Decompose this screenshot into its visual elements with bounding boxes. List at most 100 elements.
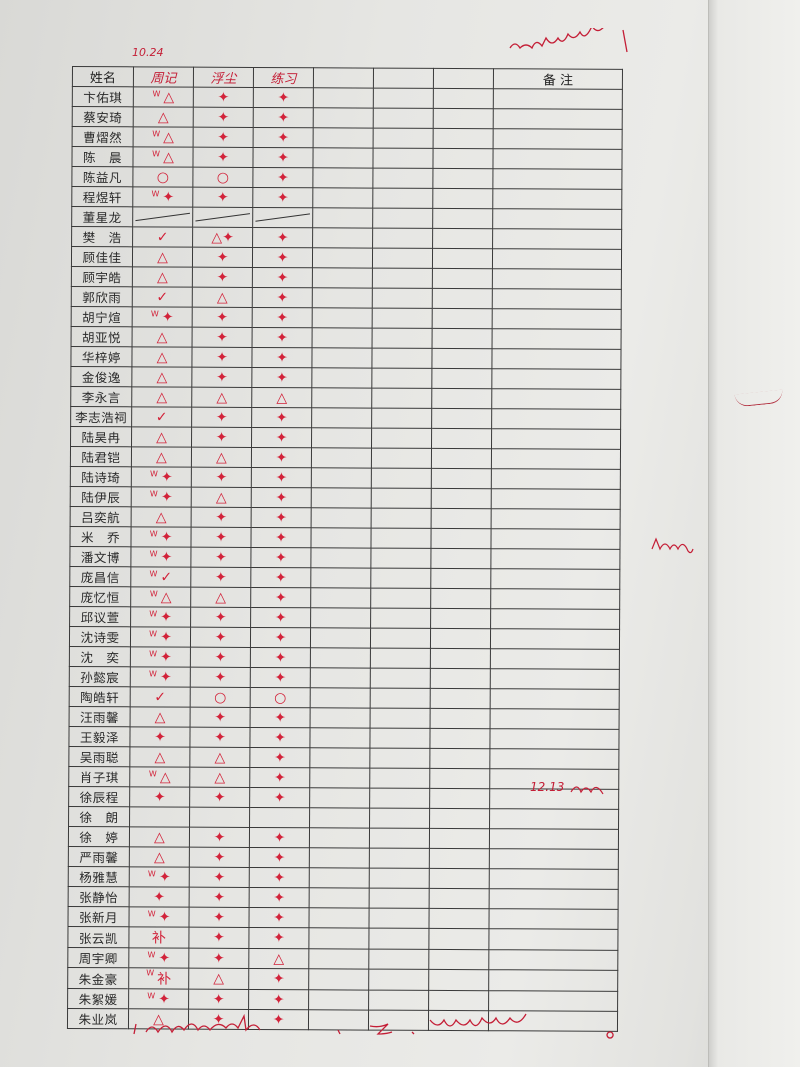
- student-name: 陆诗琦: [70, 466, 132, 487]
- student-name: 张静怡: [68, 886, 130, 907]
- tri-mark-icon: △: [153, 848, 165, 865]
- mark-cell: ✦: [253, 127, 314, 148]
- circle-mark-icon: ○: [274, 689, 287, 706]
- mark-cell: [309, 727, 371, 749]
- student-name: 李志浩祠: [70, 406, 132, 427]
- remark-cell: [493, 108, 623, 130]
- mark-cell: [432, 168, 493, 189]
- student-name: 顾宇皓: [71, 266, 133, 287]
- remark-cell: [492, 308, 622, 330]
- mark-cell: ✦: [192, 147, 254, 168]
- mark-cell: W ✦: [130, 546, 191, 568]
- mark-cell: [371, 388, 432, 409]
- student-name: 陶皓轩: [69, 686, 131, 707]
- student-name: 潘文博: [69, 546, 131, 567]
- tri-mark-icon: △: [211, 229, 223, 246]
- w-mark: W: [148, 768, 157, 778]
- mark-cell: ✦: [190, 707, 251, 728]
- star-mark-icon: ✦: [274, 569, 287, 586]
- student-name: 徐 朗: [68, 806, 130, 827]
- star-mark-icon: ✦: [215, 429, 228, 446]
- tri-mark-icon: △: [156, 388, 168, 406]
- mark-cell: ✦: [250, 607, 311, 628]
- star-mark-icon: ✦: [215, 509, 228, 526]
- tri-mark-icon: △: [214, 749, 226, 766]
- tri-mark-icon: △: [276, 389, 288, 406]
- star-mark-icon: ✦: [276, 289, 289, 306]
- mark-cell: [429, 828, 490, 849]
- mark-cell: ✦: [252, 227, 313, 248]
- w-mark: W: [149, 528, 158, 538]
- mark-cell: ✦: [249, 827, 310, 848]
- student-name: 吴雨聪: [68, 746, 130, 767]
- mark-cell: W ✦: [128, 947, 189, 969]
- star-mark-icon: ✦: [274, 589, 287, 606]
- mark-cell: ✦: [189, 887, 250, 908]
- mark-cell: △: [130, 706, 191, 728]
- remark-note: 12.13: [530, 780, 565, 794]
- mark-cell: ✦: [192, 307, 253, 328]
- handwritten-side-note: [651, 537, 694, 554]
- mark-cell: [308, 907, 370, 929]
- mark-cell: △: [131, 386, 192, 408]
- star-mark-icon: ✦: [216, 309, 229, 326]
- mark-cell: [430, 548, 491, 569]
- mark-cell: [369, 828, 430, 849]
- mark-cell: [310, 567, 371, 589]
- tri-mark-icon: △: [154, 828, 165, 845]
- student-name: 杨雅慧: [68, 866, 130, 887]
- mark-cell: [311, 427, 372, 449]
- star-mark-icon: ✦: [158, 868, 171, 886]
- remark-cell: [491, 428, 621, 450]
- star-mark-icon: ✦: [158, 949, 171, 967]
- mark-cell: ✦: [188, 927, 249, 949]
- mark-cell: [373, 128, 434, 149]
- student-name: 严雨馨: [68, 846, 130, 867]
- mark-cell: [249, 807, 310, 828]
- student-name: 朱业岚: [67, 1008, 129, 1029]
- mark-cell: △: [131, 506, 192, 528]
- star-mark-icon: ✦: [275, 369, 288, 386]
- mark-cell: ✦: [191, 347, 253, 368]
- mark-cell: ✦: [190, 627, 251, 648]
- remark-cell: [491, 488, 621, 510]
- remark-cell: [492, 228, 622, 250]
- mark-cell: [308, 968, 369, 991]
- student-name: 蔡安琦: [72, 106, 134, 127]
- mark-cell: ✦: [191, 367, 252, 388]
- star-mark-icon: ✦: [214, 569, 227, 586]
- mark-cell: [369, 748, 430, 769]
- mark-cell: ✦: [129, 886, 190, 908]
- star-mark-icon: ✦: [277, 169, 289, 186]
- w-mark: W: [150, 308, 159, 318]
- mark-cell: [369, 868, 430, 889]
- mark-cell: [429, 768, 490, 789]
- mark-cell: [430, 528, 492, 549]
- mark-cell: △: [189, 747, 250, 768]
- mark-cell: ✦: [252, 307, 313, 328]
- mark-cell: ✦: [252, 247, 313, 268]
- tri-mark-icon: △: [154, 708, 166, 725]
- remark-cell: [489, 888, 619, 910]
- w-mark: W: [149, 588, 158, 598]
- star-mark-icon: ✦: [272, 971, 285, 988]
- w-mark: W: [147, 949, 156, 959]
- student-name: 陆君铠: [70, 446, 132, 467]
- student-name: 徐 婷: [68, 826, 130, 847]
- star-mark-icon: ✦: [216, 189, 229, 206]
- mark-cell: W ✦: [130, 646, 191, 668]
- mark-cell: [431, 428, 492, 449]
- student-name: 卞佑琪: [72, 86, 134, 107]
- tri-mark-icon: △: [157, 108, 169, 126]
- mark-cell: [430, 588, 491, 609]
- star-mark-icon: ✦: [214, 649, 227, 666]
- mark-cell: W △: [130, 586, 191, 608]
- remark-cell: [492, 168, 622, 190]
- mark-cell: ✦: [188, 907, 250, 928]
- star-mark-icon: ✦: [215, 549, 227, 566]
- mark-cell: ✦: [192, 327, 253, 348]
- mark-cell: [431, 468, 492, 489]
- mark-cell: [312, 267, 373, 289]
- w-mark: W: [149, 568, 158, 578]
- mark-cell: ✦: [252, 147, 314, 168]
